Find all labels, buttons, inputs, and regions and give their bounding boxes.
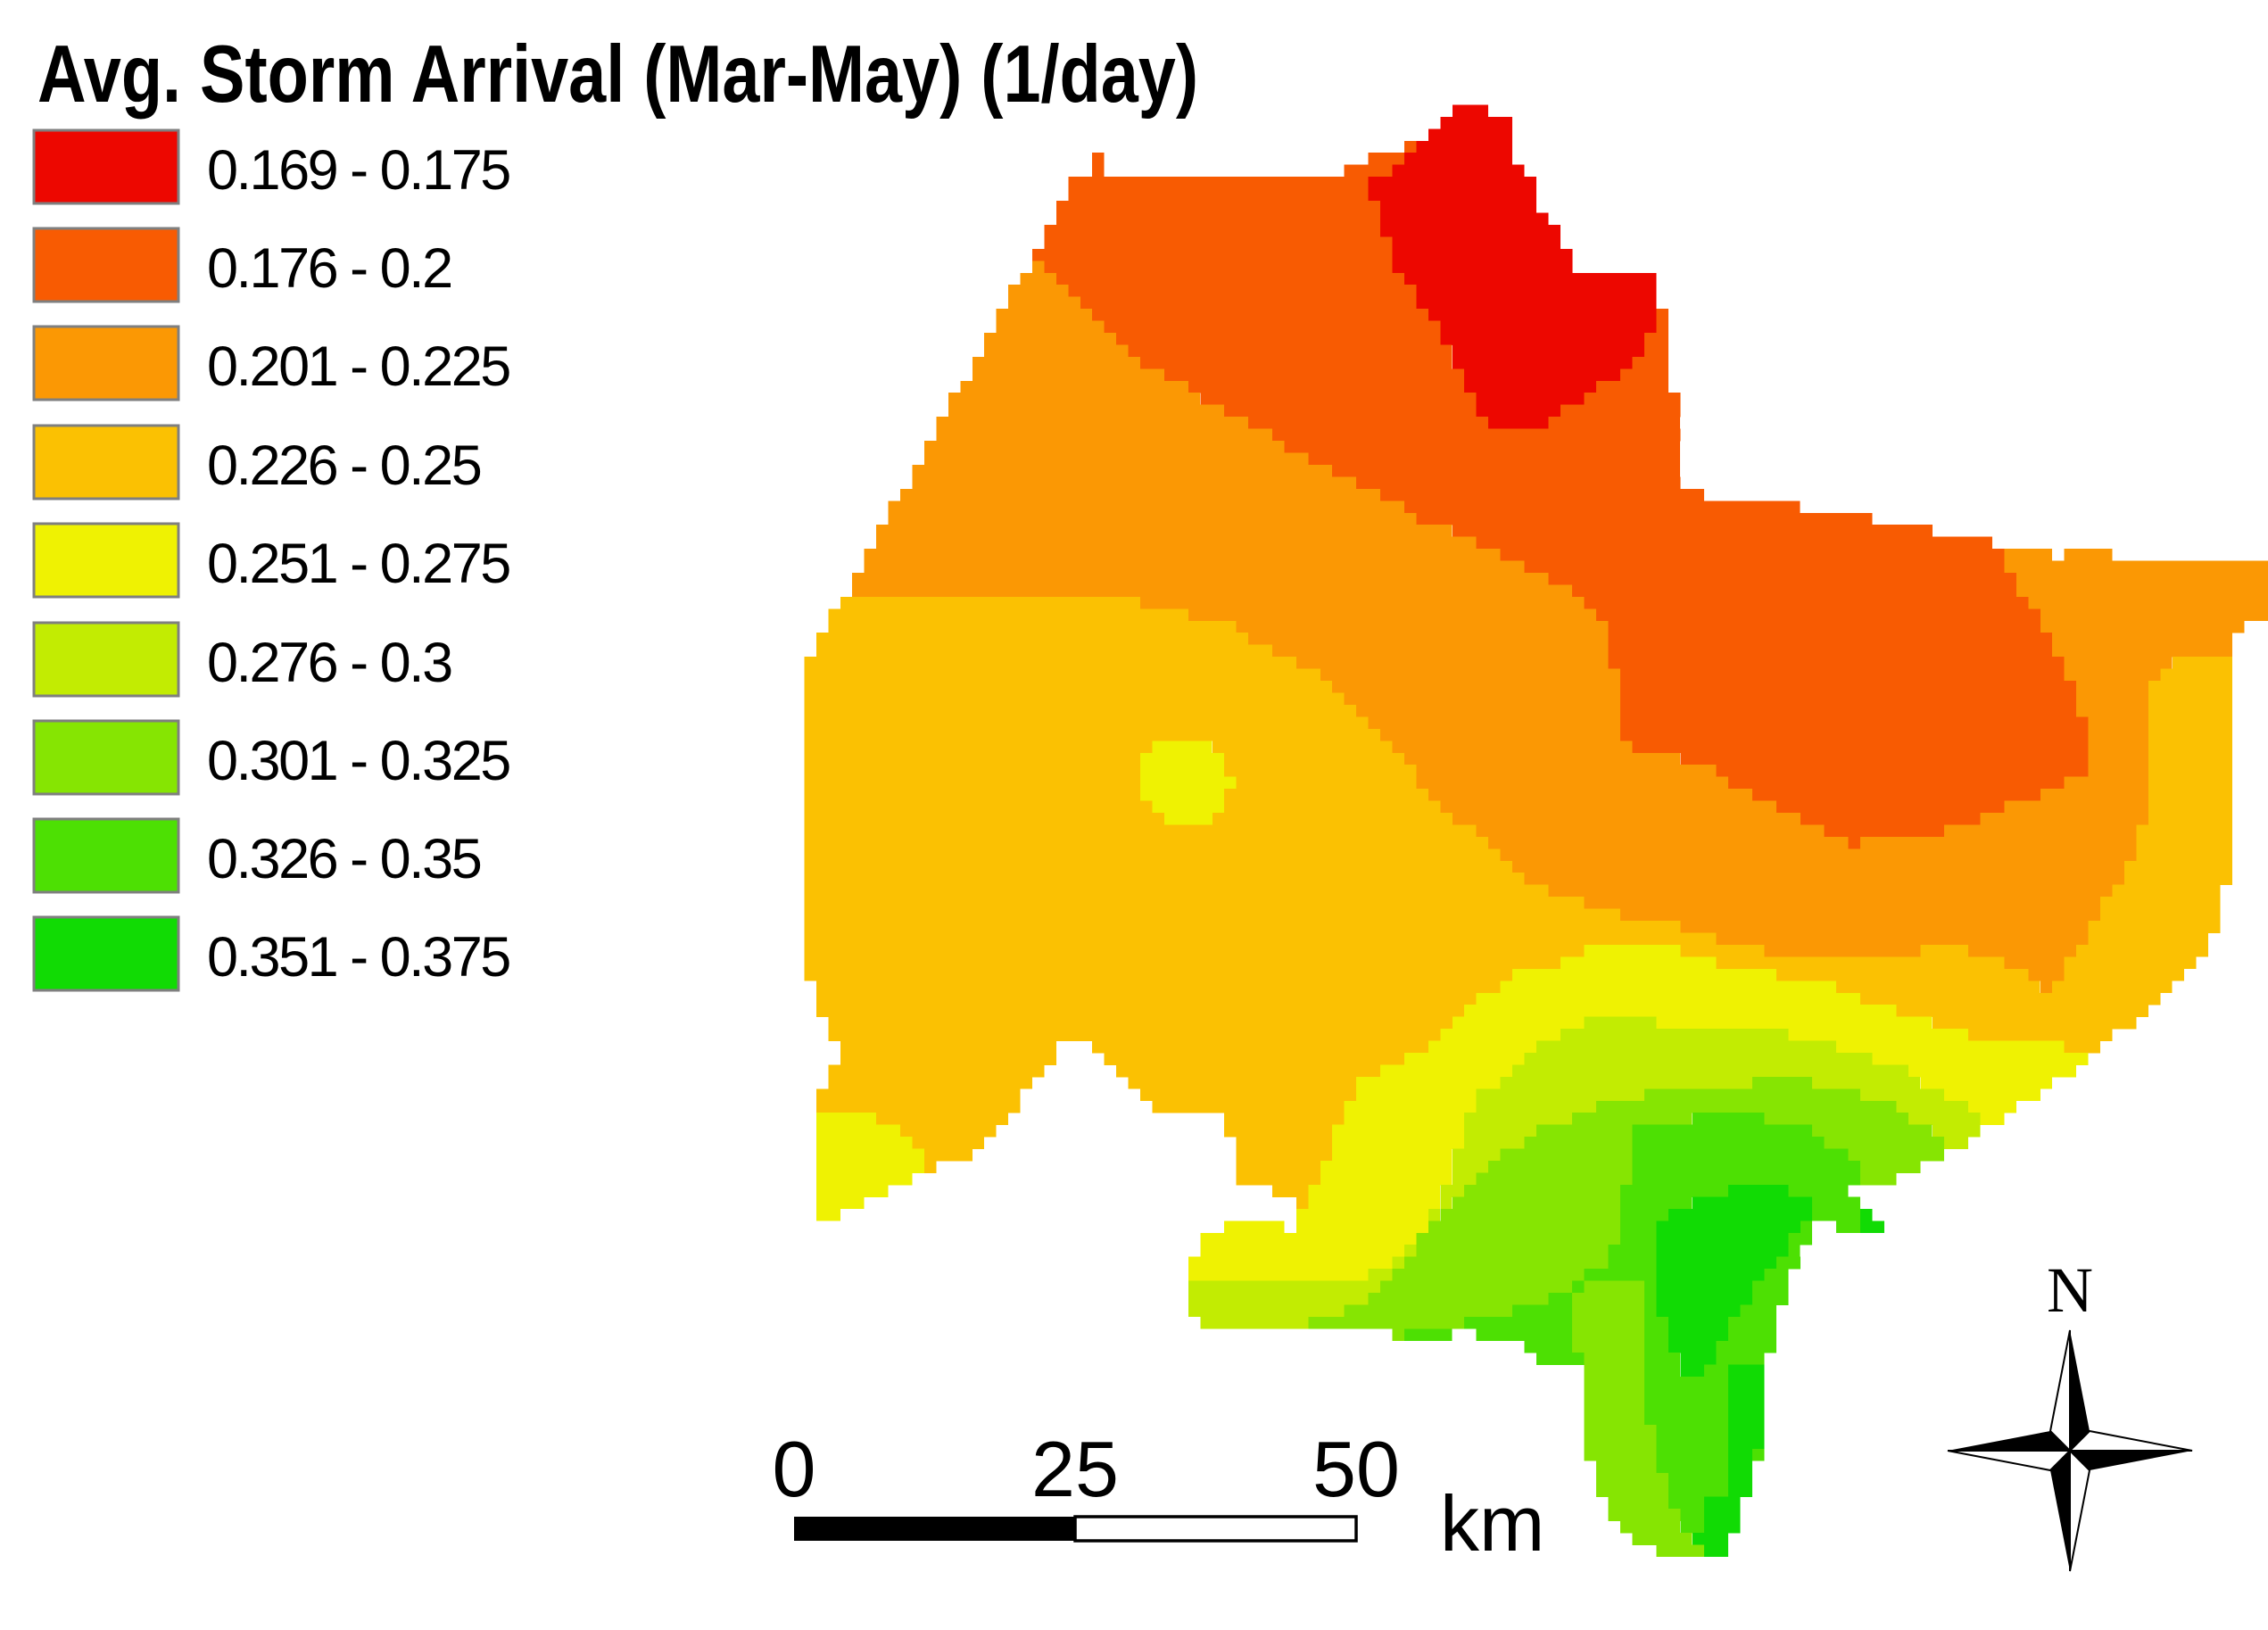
svg-text:N: N	[2047, 1254, 2093, 1326]
svg-text:25: 25	[1031, 1425, 1119, 1513]
svg-text:km: km	[1440, 1479, 1544, 1568]
svg-text:0.201 - 0.225: 0.201 - 0.225	[207, 335, 509, 398]
svg-text:0.169 - 0.175: 0.169 - 0.175	[207, 139, 509, 202]
svg-text:0.176 - 0.2: 0.176 - 0.2	[207, 237, 451, 300]
svg-text:0.276 - 0.3: 0.276 - 0.3	[207, 632, 451, 694]
svg-text:0.301 - 0.325: 0.301 - 0.325	[207, 730, 509, 792]
svg-text:Avg. Storm Arrival (Mar-May) (: Avg. Storm Arrival (Mar-May) (1/day)	[37, 29, 1198, 120]
svg-text:0.326 - 0.35: 0.326 - 0.35	[207, 828, 481, 890]
svg-text:0.351 - 0.375: 0.351 - 0.375	[207, 926, 509, 989]
svg-text:0: 0	[773, 1425, 816, 1513]
svg-text:0.226 - 0.25: 0.226 - 0.25	[207, 434, 481, 497]
svg-text:50: 50	[1312, 1425, 1400, 1513]
svg-text:0.251 - 0.275: 0.251 - 0.275	[207, 533, 509, 595]
